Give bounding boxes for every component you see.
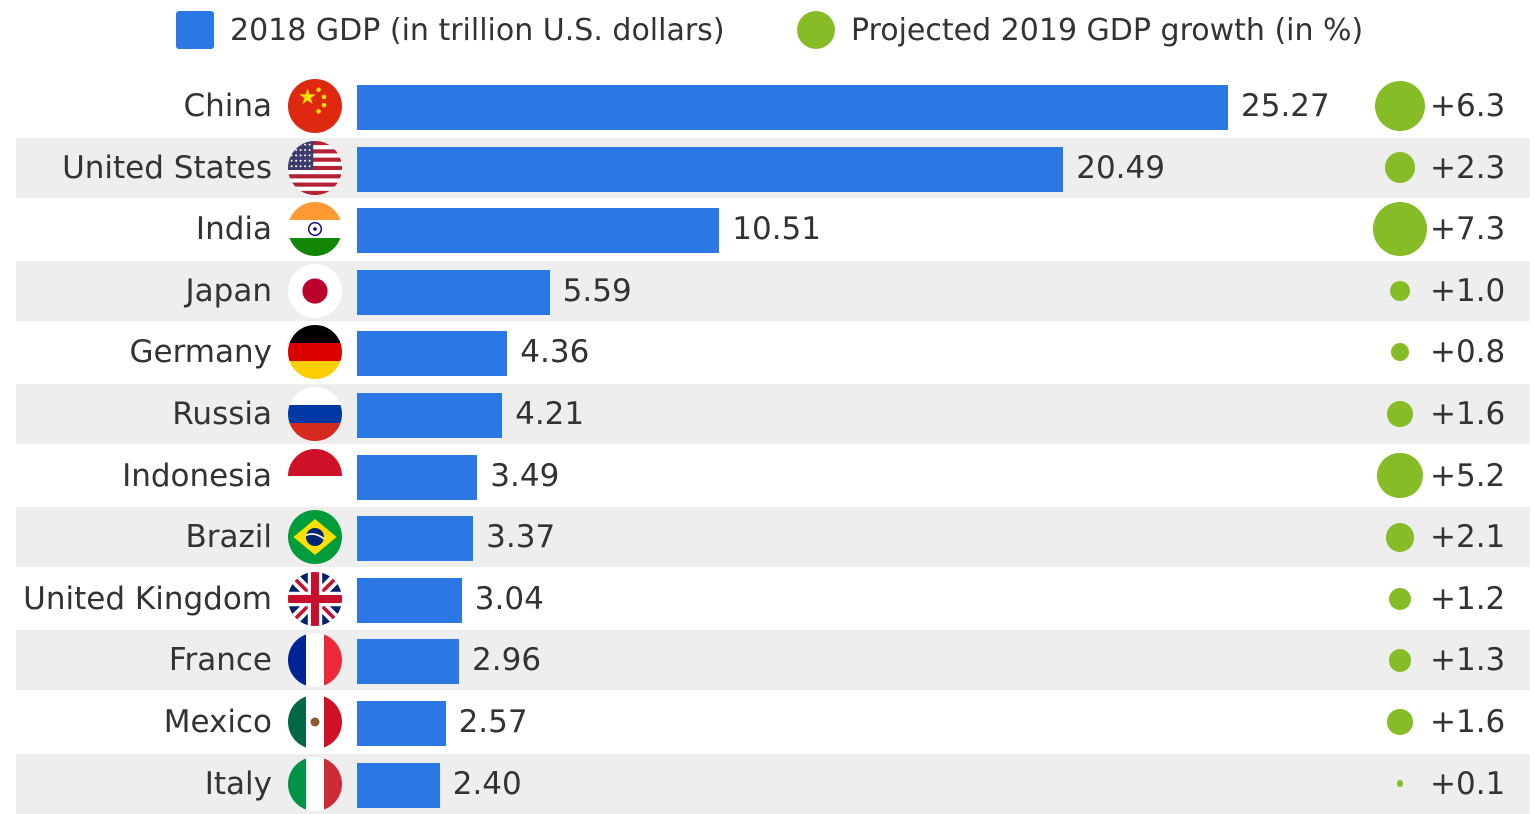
legend-dot-growth bbox=[797, 11, 835, 49]
growth-dot bbox=[1377, 452, 1423, 499]
gdp-bar bbox=[357, 331, 508, 377]
gdp-value-label: 4.36 bbox=[520, 334, 590, 371]
gdp-value-label: 2.96 bbox=[472, 642, 542, 679]
gdp-bar bbox=[357, 393, 503, 438]
category-label: Brazil bbox=[185, 519, 272, 556]
chart-row: Russia 4.21 +1.6 bbox=[16, 384, 1530, 444]
legend-label-growth: Projected 2019 GDP growth (in %) bbox=[851, 12, 1364, 48]
germany-flag-icon bbox=[288, 325, 342, 380]
gdp-bar bbox=[357, 85, 1228, 130]
gdp-value-label: 25.27 bbox=[1241, 88, 1330, 124]
gdp-bar bbox=[357, 146, 1064, 192]
chart-row: France 2.96 +1.3 bbox=[16, 630, 1530, 691]
category-label: Japan bbox=[185, 272, 272, 309]
category-label: Germany bbox=[129, 334, 272, 371]
legend: 2018 GDP (in trillion U.S. dollars) Proj… bbox=[0, 0, 1534, 64]
category-label: Indonesia bbox=[122, 457, 272, 494]
category-label: Italy bbox=[204, 765, 272, 802]
growth-dot bbox=[1385, 522, 1415, 552]
growth-dot bbox=[1388, 648, 1412, 672]
growth-dot bbox=[1390, 280, 1410, 301]
gdp-bar bbox=[357, 762, 440, 808]
chart-row: Indonesia 3.49 +5.2 bbox=[16, 446, 1530, 506]
category-label: United States bbox=[62, 149, 272, 186]
gdp-bar bbox=[357, 208, 720, 254]
svg-text:★: ★ bbox=[298, 85, 317, 110]
legend-swatch-gdp bbox=[176, 11, 214, 49]
gdp-value-label: 3.49 bbox=[490, 457, 560, 494]
chart-row: United Kingdom 3.04 +1.2 bbox=[16, 569, 1530, 629]
india-flag-icon bbox=[288, 202, 342, 257]
gdp-value-label: 2.57 bbox=[458, 704, 528, 740]
growth-value-label: +2.1 bbox=[1430, 519, 1506, 556]
growth-value-label: +1.6 bbox=[1430, 704, 1506, 740]
gdp-bar bbox=[357, 516, 474, 562]
indonesia-flag-icon bbox=[288, 448, 342, 503]
united-states-flag-icon bbox=[288, 140, 342, 195]
legend-label-gdp: 2018 GDP (in trillion U.S. dollars) bbox=[230, 12, 725, 48]
gdp-bar bbox=[357, 269, 550, 315]
chart-row: Italy 2.40 +0.1 bbox=[16, 753, 1530, 814]
china-flag-icon: ★ bbox=[288, 79, 342, 133]
growth-value-label: +1.3 bbox=[1430, 642, 1506, 679]
gdp-value-label: 5.59 bbox=[562, 272, 632, 309]
brazil-flag-icon bbox=[288, 510, 342, 565]
category-label: Mexico bbox=[163, 704, 272, 740]
russia-flag-icon bbox=[288, 387, 342, 441]
growth-value-label: +6.3 bbox=[1430, 88, 1506, 124]
growth-value-label: +1.6 bbox=[1430, 396, 1506, 432]
growth-dot bbox=[1384, 152, 1416, 183]
mexico-flag-icon bbox=[288, 695, 342, 749]
growth-value-label: +0.1 bbox=[1430, 765, 1506, 802]
france-flag-icon bbox=[288, 633, 342, 688]
gdp-bar bbox=[357, 454, 478, 500]
category-label: France bbox=[168, 642, 272, 679]
japan-flag-icon bbox=[288, 263, 342, 318]
legend-item-growth: Projected 2019 GDP growth (in %) bbox=[797, 8, 1363, 52]
chart-row: India 10.51 +7.3 bbox=[16, 199, 1530, 259]
growth-dot bbox=[1374, 80, 1426, 132]
gdp-value-label: 20.49 bbox=[1076, 149, 1165, 186]
legend-item-gdp: 2018 GDP (in trillion U.S. dollars) bbox=[176, 8, 725, 52]
category-label: China bbox=[183, 88, 272, 124]
growth-value-label: +1.0 bbox=[1430, 272, 1506, 309]
chart-row: Brazil 3.37 +2.1 bbox=[16, 507, 1530, 568]
gdp-bar bbox=[357, 701, 446, 746]
gdp-value-label: 3.04 bbox=[474, 580, 544, 617]
category-label: Russia bbox=[172, 396, 272, 432]
united-kingdom-flag-icon bbox=[288, 571, 342, 626]
category-label: India bbox=[195, 211, 272, 248]
growth-dot bbox=[1396, 780, 1404, 787]
growth-dot bbox=[1387, 709, 1413, 735]
growth-value-label: +7.3 bbox=[1430, 211, 1506, 248]
chart-row: China ★ 25.27 +6.3 bbox=[16, 76, 1530, 136]
gdp-value-label: 4.21 bbox=[515, 396, 585, 432]
gdp-value-label: 3.37 bbox=[486, 519, 556, 556]
gdp-value-label: 10.51 bbox=[732, 211, 821, 248]
growth-value-label: +2.3 bbox=[1430, 149, 1506, 186]
gdp-value-label: 2.40 bbox=[452, 765, 522, 802]
growth-dot bbox=[1387, 401, 1413, 427]
chart-row: United States 20.49 +2.3 bbox=[16, 137, 1530, 198]
chart-row: Germany 4.36 +0.8 bbox=[16, 322, 1530, 382]
chart-row: Japan 5.59 +1.0 bbox=[16, 260, 1530, 321]
gdp-bar bbox=[357, 577, 462, 623]
growth-value-label: +5.2 bbox=[1430, 457, 1506, 494]
chart-row: Mexico 2.57 +1.6 bbox=[16, 692, 1530, 752]
growth-dot bbox=[1391, 343, 1409, 362]
category-label: United Kingdom bbox=[23, 580, 272, 617]
italy-flag-icon bbox=[288, 756, 342, 811]
growth-value-label: +1.2 bbox=[1430, 580, 1506, 617]
growth-dot bbox=[1389, 587, 1411, 610]
gdp-bar bbox=[357, 639, 460, 685]
growth-dot bbox=[1373, 202, 1427, 257]
growth-value-label: +0.8 bbox=[1430, 334, 1506, 371]
